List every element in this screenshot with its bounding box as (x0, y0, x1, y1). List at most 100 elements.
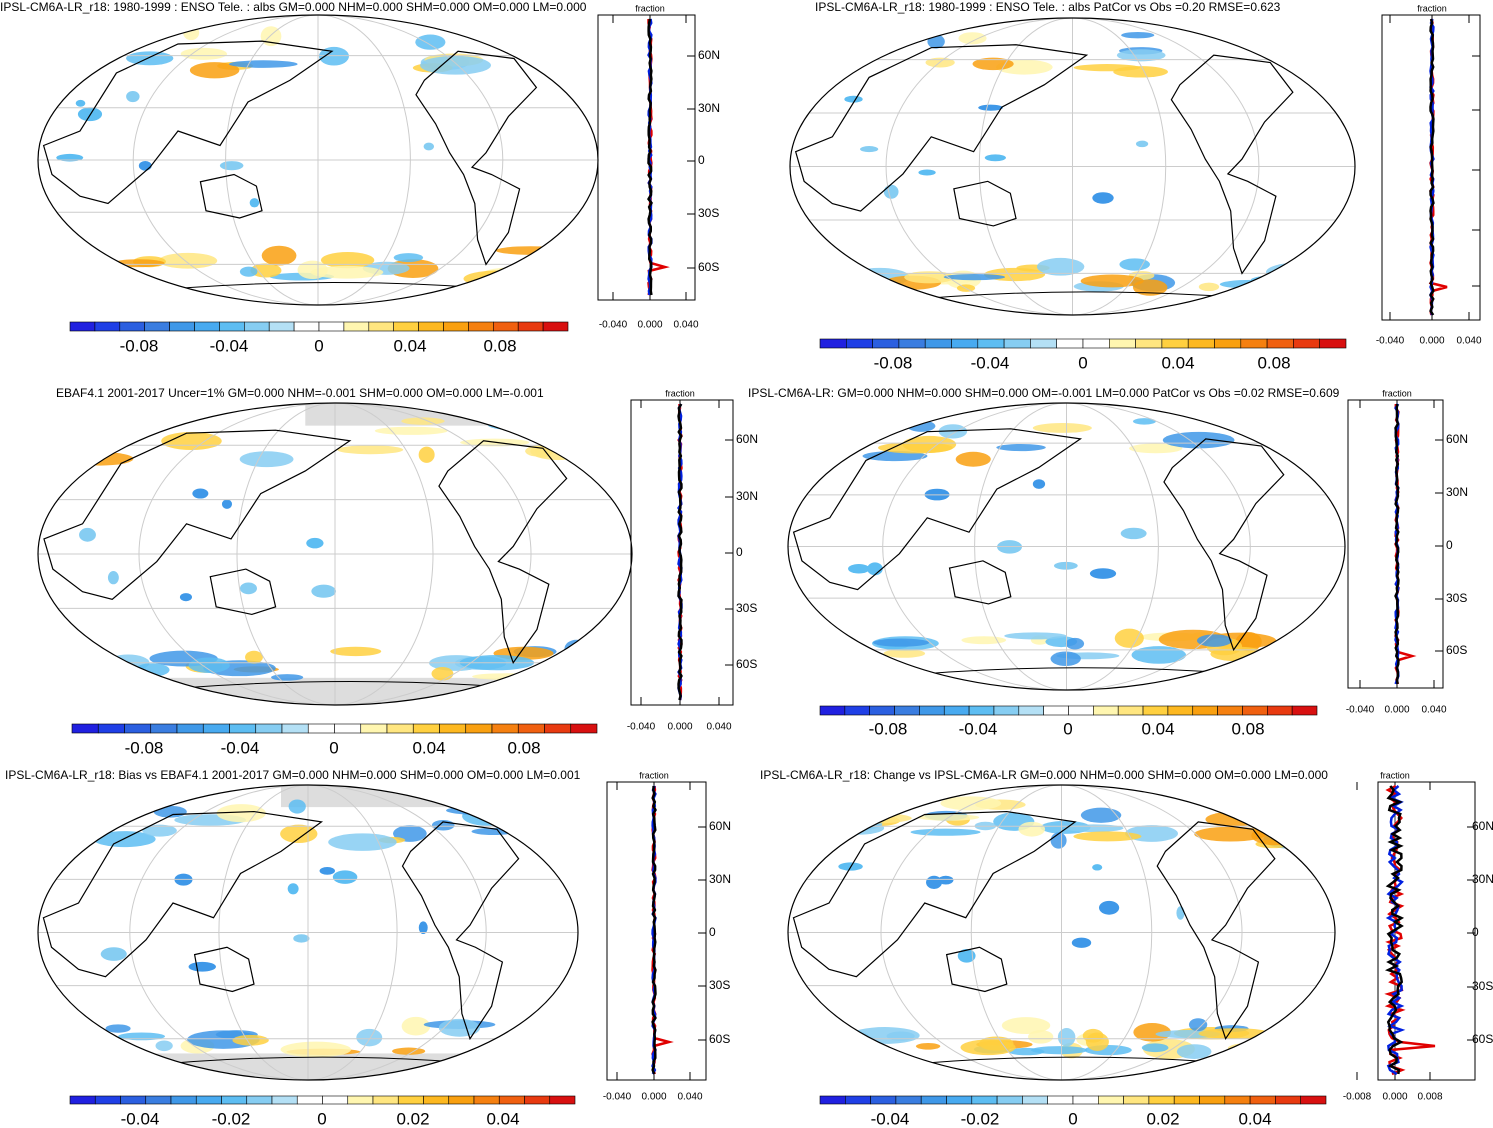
colorbar-box (845, 338, 873, 349)
anomaly (310, 265, 384, 279)
y-tick-label: 30N (736, 489, 758, 503)
colorbar-label: 0 (317, 1109, 326, 1128)
anomaly (1283, 1029, 1305, 1041)
colorbar-label: -0.04 (210, 336, 249, 355)
anomaly (883, 649, 926, 658)
colorbar-box (360, 723, 388, 734)
y-tick-label: 60N (736, 432, 758, 446)
colorbar-box (844, 705, 870, 716)
map-outline (789, 17, 1356, 316)
colorbar-box (1293, 338, 1321, 349)
x-tick-label: 0.040 (677, 1092, 702, 1103)
anomaly (188, 657, 230, 673)
y-tick-label: 0 (736, 545, 743, 559)
anomaly (1008, 1047, 1045, 1056)
y-tick-label: 60N (1446, 432, 1468, 446)
zonal-line (1429, 18, 1435, 316)
map-outline (787, 402, 1346, 691)
anomaly (1032, 479, 1046, 489)
y-tick-label: 0 (698, 153, 705, 167)
zonal-axis-label: fraction (1380, 770, 1410, 780)
anomaly (955, 451, 991, 467)
colorbar-box (423, 1095, 450, 1105)
anomaly (862, 450, 928, 462)
anomaly (219, 161, 244, 171)
anomaly (844, 95, 863, 103)
x-tick-label: 0.040 (1421, 705, 1446, 716)
x-tick-label: 0.000 (637, 320, 662, 331)
panel-title: IPSL-CM6A-LR: GM=0.000 NHM=0.000 SHM=0.0… (748, 386, 1340, 400)
colorbar-box (229, 723, 257, 734)
colorbar-box (448, 1095, 475, 1105)
map-content (788, 403, 1345, 690)
colorbar-box (1224, 1095, 1251, 1105)
anomaly (66, 451, 134, 466)
anomaly (1231, 805, 1298, 817)
anomaly (155, 1040, 173, 1052)
anomaly (517, 1035, 571, 1052)
y-tick-label: 60N (709, 819, 731, 833)
anomaly (495, 246, 566, 255)
anomaly (910, 828, 981, 836)
anomaly (960, 1039, 1016, 1056)
coastline (42, 40, 334, 205)
colorbar-box (1266, 338, 1294, 349)
anomaly (318, 46, 349, 66)
anomaly (1092, 192, 1114, 204)
map-panel (789, 17, 1356, 316)
colorbar-box (322, 1095, 349, 1105)
y-tick-label: 30S (736, 601, 757, 615)
anomaly (1141, 1043, 1169, 1053)
colorbar-box (993, 705, 1020, 716)
panel-title: IPSL-CM6A-LR_r18: 1980-1999 : ENSO Tele.… (0, 0, 587, 14)
zonal-axis-label: fraction (1382, 388, 1412, 398)
y-tick-label: 30S (1446, 591, 1467, 605)
anomaly (126, 90, 140, 103)
anomaly (245, 650, 263, 664)
anomaly (232, 1034, 269, 1046)
anomaly (873, 638, 930, 647)
y-tick-label: 30N (1446, 485, 1468, 499)
colorbar-label: 0 (1068, 1109, 1077, 1128)
colorbar-label: 0 (329, 738, 338, 757)
anomaly (319, 867, 335, 875)
anomaly (1132, 418, 1156, 425)
zonal-axis-label: fraction (1417, 3, 1447, 13)
anomaly (1032, 423, 1092, 433)
colorbar-box (919, 705, 945, 716)
anomaly (261, 245, 297, 266)
anomaly (1188, 1018, 1208, 1032)
colorbar-box (343, 321, 370, 332)
anomaly (438, 1018, 481, 1037)
anomaly (138, 160, 152, 171)
coastline (438, 440, 568, 665)
colorbar-box (844, 1095, 871, 1105)
colorbar-box (869, 705, 895, 716)
anomaly (249, 198, 260, 208)
anomaly (59, 811, 85, 820)
colorbar-box (1217, 705, 1243, 716)
x-tick-label: 0.040 (673, 320, 698, 331)
colorbar-label: 0 (314, 336, 323, 355)
anomaly (1119, 258, 1150, 271)
map-outline (37, 402, 633, 706)
anomaly (1085, 1032, 1109, 1051)
anomaly (842, 421, 870, 438)
anomaly (515, 33, 545, 51)
colorbar-box (542, 321, 569, 332)
colorbar-box (924, 338, 952, 349)
anomaly (306, 537, 324, 549)
anomaly (1065, 637, 1085, 650)
colorbar-box (368, 321, 394, 332)
colorbar-box (1148, 1095, 1175, 1105)
anomaly (52, 263, 105, 281)
colorbar-box (255, 723, 283, 734)
anomaly (393, 825, 427, 842)
y-tick-label: 30N (1472, 872, 1493, 886)
anomaly (860, 146, 879, 153)
zonal-line (1384, 785, 1405, 1075)
anomaly (1196, 634, 1232, 647)
colorbar-box (281, 723, 309, 734)
map-panel (37, 14, 599, 306)
